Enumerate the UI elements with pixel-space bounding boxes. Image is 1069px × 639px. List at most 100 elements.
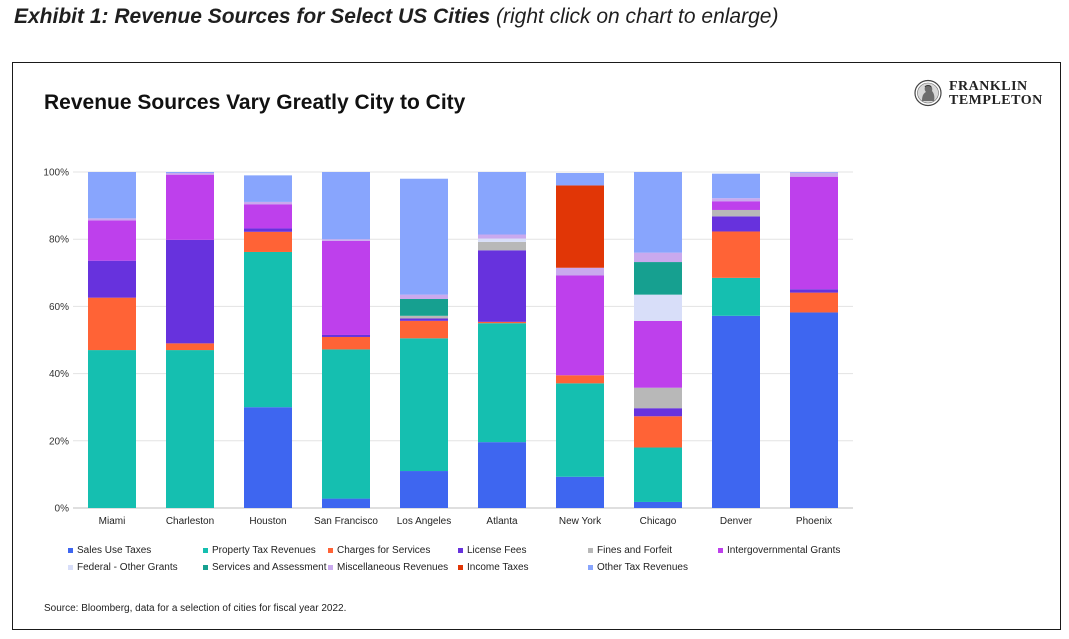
bar-segment	[244, 204, 292, 229]
bar-segment	[244, 175, 292, 202]
y-tick-label: 40%	[49, 369, 69, 380]
bar-segment	[478, 321, 526, 324]
bar-segment	[556, 476, 604, 508]
bar-segment	[322, 240, 370, 335]
bar-segment	[712, 231, 760, 278]
bar-segment	[556, 383, 604, 477]
x-tick-label: Los Angeles	[397, 516, 452, 527]
bar-segment	[790, 172, 838, 173]
legend-item: Income Taxes	[458, 562, 529, 573]
x-tick-label: Phoenix	[796, 516, 832, 527]
bar-segment	[712, 209, 760, 217]
bar-segment	[88, 218, 136, 221]
bar-segment	[400, 320, 448, 339]
bar-segment	[88, 260, 136, 298]
bar-segment	[322, 172, 370, 240]
legend-item: Fines and Forfeit	[588, 545, 672, 556]
chart-title: Revenue Sources Vary Greatly City to Cit…	[44, 91, 466, 114]
bar-segment	[712, 315, 760, 508]
bar-segment	[244, 201, 292, 205]
legend-swatch	[588, 565, 593, 570]
bar-segment	[478, 172, 526, 235]
bar-segment	[634, 172, 682, 253]
y-tick-label: 100%	[43, 168, 69, 179]
bar-segment	[478, 234, 526, 239]
x-tick-label: New York	[559, 516, 602, 527]
exhibit-label: Exhibit 1: Revenue Sources for Select US…	[14, 5, 491, 28]
bar-segment	[556, 375, 604, 384]
legend-label: Charges for Services	[337, 545, 431, 556]
bar-segment	[634, 408, 682, 417]
bar-segment	[166, 350, 214, 508]
bar-segment	[790, 289, 838, 293]
bar-segment	[400, 299, 448, 316]
stacked-bar-chart[interactable]: 0% 20% 40% 60% 80% 100% Miami Charleston Houston…	[13, 63, 1060, 629]
legend-item: Property Tax Revenues	[203, 545, 316, 556]
bar-segment	[634, 252, 682, 263]
x-tick-label: Chicago	[640, 516, 677, 527]
bar-segment	[712, 173, 760, 199]
legend-swatch	[203, 565, 208, 570]
logo-line-2: TEMPLETON	[949, 93, 1043, 108]
legend-label: Services and Assessment	[212, 562, 327, 573]
franklin-portrait-icon	[914, 79, 942, 107]
bar-segment	[400, 315, 448, 319]
chart-frame[interactable]: Revenue Sources Vary Greatly City to Cit…	[12, 62, 1061, 630]
bar-segment	[244, 251, 292, 408]
bar-segment	[322, 498, 370, 508]
bar-segment	[634, 262, 682, 295]
bar-segment	[400, 294, 448, 300]
bar-segment	[712, 201, 760, 210]
bar-segment	[712, 277, 760, 316]
legend-item: License Fees	[458, 545, 526, 556]
bar-segment	[244, 407, 292, 508]
bar-segment	[478, 323, 526, 443]
x-tick-label: Charleston	[166, 516, 214, 527]
legend-label: License Fees	[467, 545, 527, 556]
bar-segment	[322, 349, 370, 499]
bar-segment	[322, 336, 370, 350]
legend-swatch	[458, 548, 463, 553]
bar-segment	[478, 250, 526, 322]
bar-segment	[556, 185, 604, 268]
bar-segment	[634, 294, 682, 321]
bar-segment	[166, 172, 214, 174]
legend-item: Sales Use Taxes	[68, 545, 151, 556]
bar-segment	[88, 172, 136, 219]
bar-segment	[478, 442, 526, 508]
bar-segment	[790, 172, 838, 177]
bar-segment	[634, 387, 682, 409]
exhibit-note: (right click on chart to enlarge)	[496, 5, 779, 28]
legend-swatch	[203, 548, 208, 553]
bar-segment	[556, 275, 604, 376]
y-tick-label: 80%	[49, 235, 69, 246]
bar-segment	[478, 238, 526, 242]
legend-item: Federal - Other Grants	[68, 562, 178, 573]
legend-swatch	[328, 548, 333, 553]
legend-item: Miscellaneous Revenues	[328, 562, 448, 573]
legend-label: Income Taxes	[467, 562, 529, 573]
bar-segment	[322, 334, 370, 337]
legend-swatch	[68, 565, 73, 570]
x-tick-label: Miami	[99, 516, 126, 527]
exhibit-heading: Exhibit 1: Revenue Sources for Select US…	[14, 5, 778, 29]
bar-segment	[166, 173, 214, 175]
y-tick-label: 60%	[49, 302, 69, 313]
legend-label: Intergovernmental Grants	[727, 545, 841, 556]
legend-label: Miscellaneous Revenues	[337, 562, 449, 573]
legend-label: Other Tax Revenues	[597, 562, 688, 573]
bar-segment	[634, 320, 682, 388]
bar-segment	[322, 239, 370, 241]
bar-segment	[556, 173, 604, 186]
bar-segment	[634, 501, 682, 508]
bar-segment	[400, 471, 448, 508]
logo-wordmark: FRANKLIN TEMPLETON	[949, 80, 1043, 108]
x-tick-label: Denver	[720, 516, 753, 527]
bar-segment	[790, 312, 838, 508]
bar-segment	[712, 216, 760, 232]
bar-segment	[790, 176, 838, 290]
source-note: Source: Bloomberg, data for a selection …	[44, 603, 347, 614]
legend-label: Fines and Forfeit	[597, 545, 673, 556]
bar-segment	[790, 292, 838, 313]
bar-segment	[478, 241, 526, 251]
